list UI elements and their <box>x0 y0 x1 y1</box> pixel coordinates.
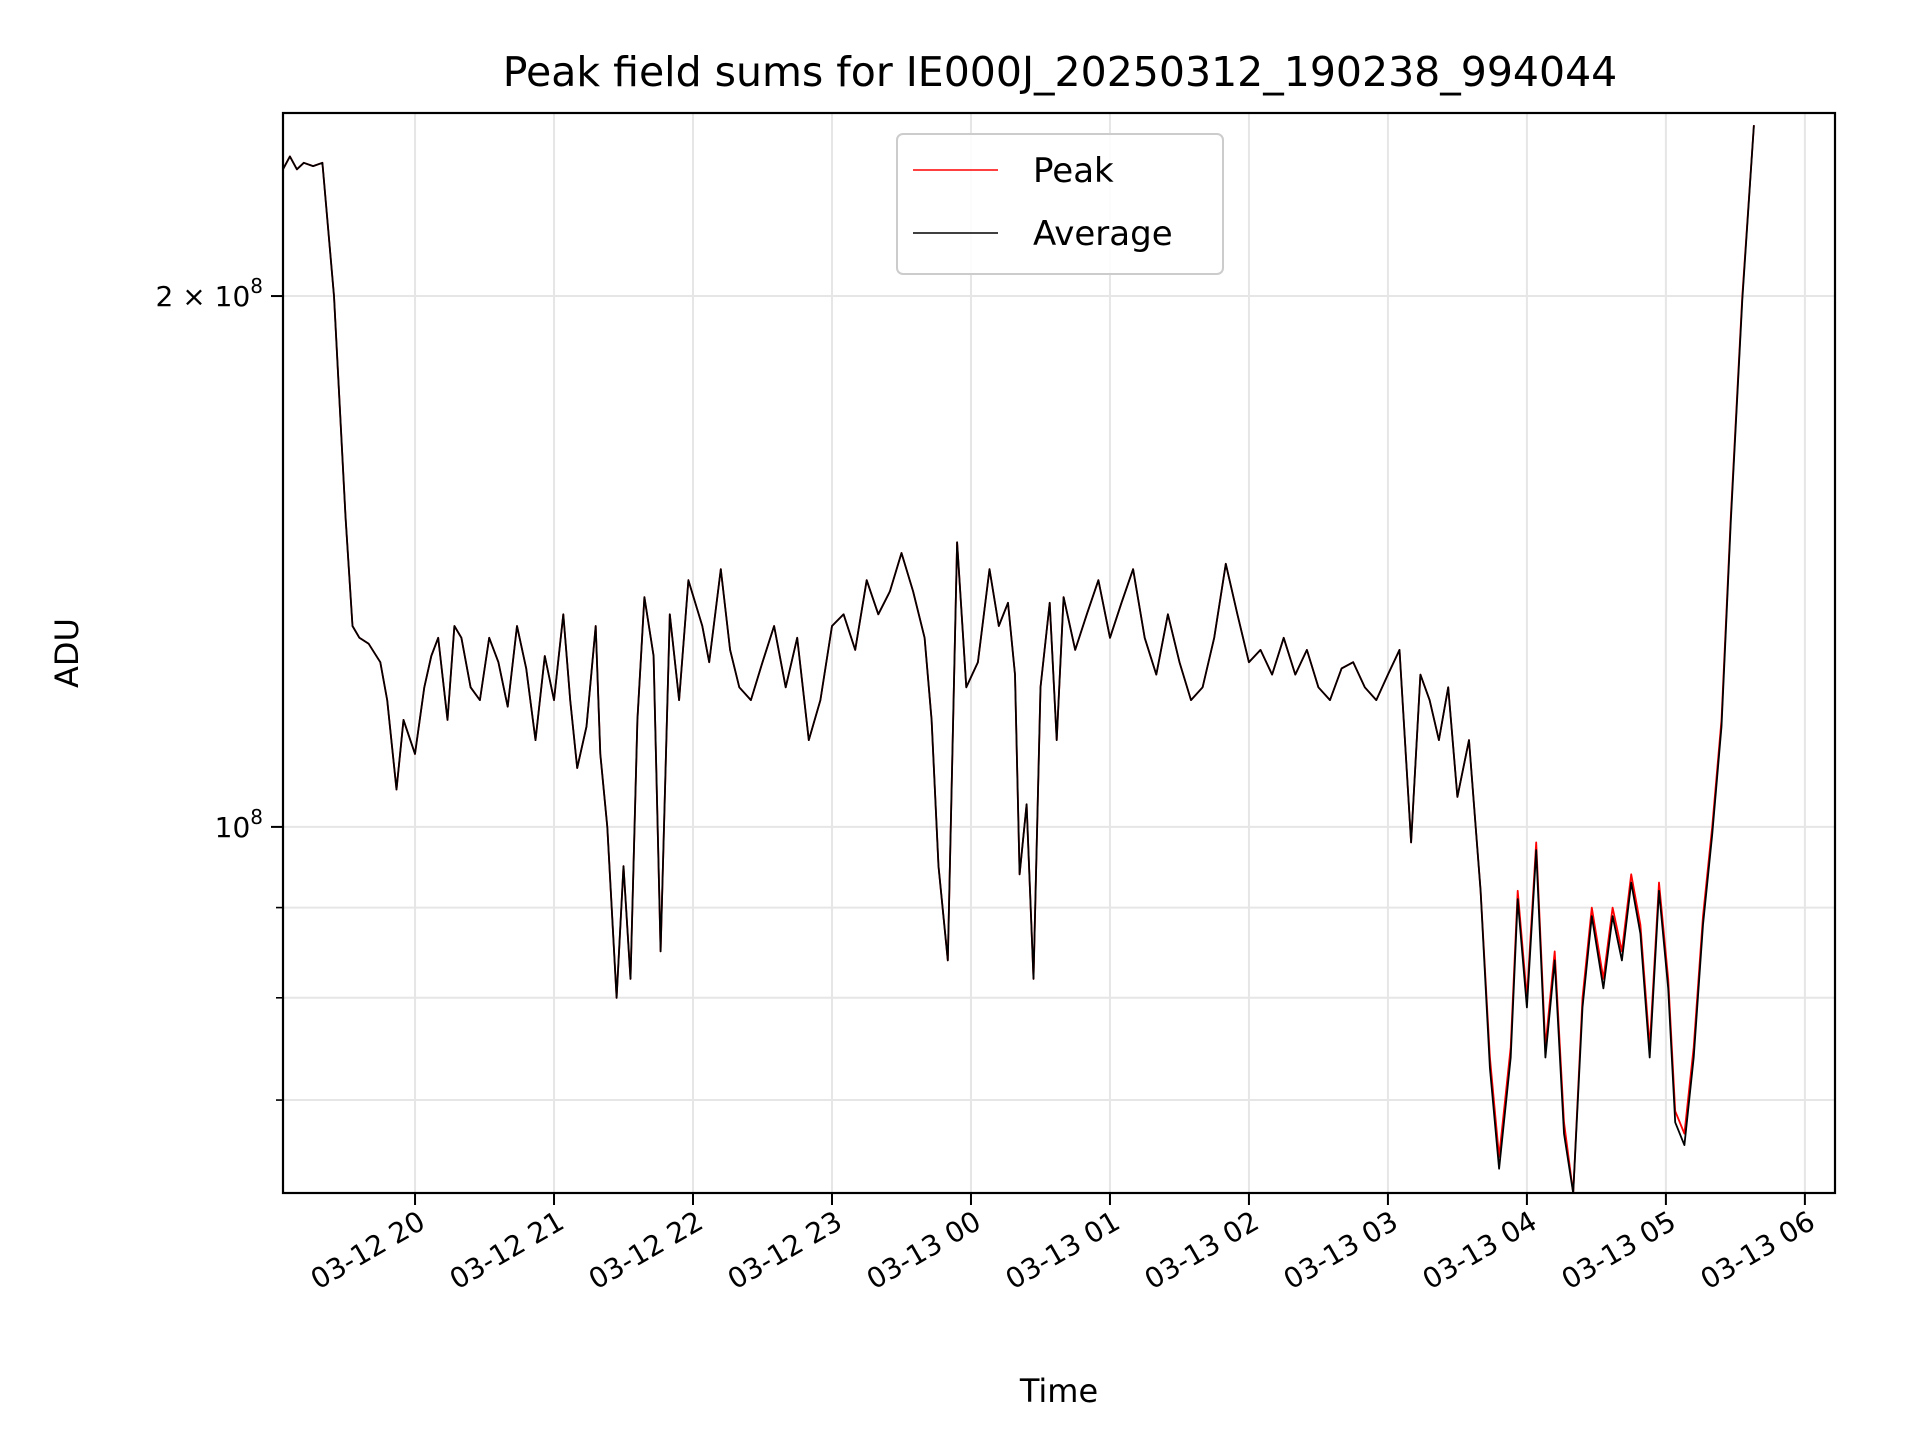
series-line-average <box>283 125 1755 1193</box>
y-tick-label: 108 <box>215 805 263 844</box>
legend-label-average: Average <box>1033 214 1173 254</box>
x-axis-title: Time <box>1019 1372 1098 1410</box>
y-tick-label: 2 × 108 <box>156 274 263 313</box>
legend: Peak Average <box>896 133 1224 275</box>
grid-lines <box>283 113 1835 1193</box>
y-axis-title: ADU <box>48 618 86 688</box>
legend-box <box>896 133 1224 275</box>
y-axis: 108 2 × 108 <box>156 274 283 1101</box>
legend-label-peak: Peak <box>1033 151 1114 191</box>
chart-title: Peak field sums for IE000J_20250312_1902… <box>503 48 1618 96</box>
plot-frame <box>281 111 1837 1195</box>
series-lines <box>283 125 1755 1193</box>
